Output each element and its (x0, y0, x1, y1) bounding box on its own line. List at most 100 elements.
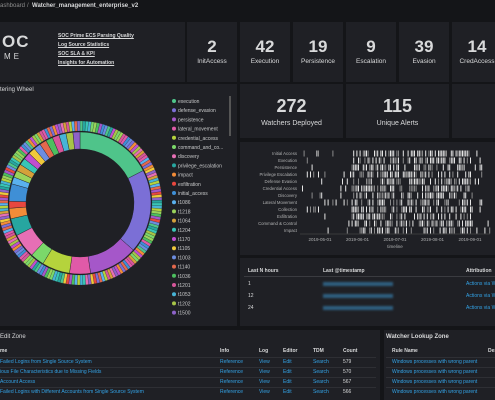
timeline-tick (410, 150, 412, 157)
timeline-tick (346, 227, 348, 234)
timeline-tick (394, 171, 396, 178)
timeline-tick (383, 178, 385, 185)
timeline-tick (409, 171, 411, 178)
blurred-timestamp (323, 306, 393, 310)
row-divider (386, 377, 495, 378)
timeline-tick (380, 220, 382, 227)
timeline-tick (436, 192, 438, 199)
table-link[interactable]: Reference (220, 379, 244, 385)
timeline-tick (366, 220, 367, 227)
timeline-tick (458, 199, 460, 206)
timeline-tick (428, 192, 430, 199)
timeline-tick (351, 164, 353, 171)
table-link[interactable]: Edit (283, 359, 292, 365)
table-link[interactable]: View (259, 379, 270, 385)
timeline-tick (433, 227, 435, 234)
timeline-tick (463, 178, 465, 185)
legend-swatch (172, 237, 176, 241)
timeline-tick (410, 178, 412, 185)
timeline-tick (396, 220, 398, 227)
timeline-tick (449, 171, 451, 178)
legend-label: exfiltration (178, 182, 201, 188)
timeline-tick (449, 192, 451, 199)
table-link[interactable]: Edit (283, 379, 292, 385)
timeline-tick (425, 185, 427, 192)
timeline-tick (404, 213, 406, 220)
table-link[interactable]: View (259, 359, 270, 365)
table-link[interactable]: Search (313, 359, 329, 365)
table-link[interactable]: Actions via W (466, 305, 495, 311)
timeline-tick (446, 150, 447, 157)
timeline-tick (425, 227, 427, 234)
timeline-row-label: Discovery (278, 193, 298, 198)
timeline-tick (385, 220, 387, 227)
logo-panel (0, 22, 185, 82)
timeline-tick (450, 185, 452, 192)
timeline-tick (431, 171, 433, 178)
timeline-tick (450, 192, 452, 199)
timeline-tick (474, 164, 476, 171)
table-link[interactable]: Reference (220, 369, 244, 375)
table-link[interactable]: Failed Logins with Different Accounts fr… (0, 389, 144, 395)
timeline-tick (362, 185, 364, 192)
table-link[interactable]: Windows processes with wrong parent (392, 369, 478, 375)
table-divider (244, 276, 495, 277)
legend-label: t1105 (178, 246, 190, 252)
nav-link[interactable]: SOC SLA & KPI (58, 51, 95, 57)
nav-link[interactable]: SOC Prime ECS Parsing Quality (58, 33, 134, 39)
nav-link[interactable]: Log Source Statistics (58, 42, 110, 48)
table-link[interactable]: Account Access (0, 379, 36, 385)
legend-label: credential_access (178, 136, 219, 142)
timeline-tick (417, 192, 419, 199)
table-link[interactable]: View (259, 389, 270, 395)
table-link[interactable]: Search (313, 369, 329, 375)
timeline-tick (449, 227, 451, 234)
timeline-tick (423, 220, 425, 227)
nav-link[interactable]: Insights for Automation (58, 60, 115, 66)
wheel-stripe (79, 274, 83, 286)
timeline-row-label: Command & Control (258, 221, 297, 226)
timeline-tick (362, 150, 364, 157)
table-link[interactable]: View (259, 369, 270, 375)
timeline-tick (404, 206, 406, 213)
edit-zone-panel (0, 330, 380, 400)
timeline-tick (455, 185, 457, 192)
panel-title: Edit Zone (0, 334, 26, 340)
table-link[interactable]: Reference (220, 389, 244, 395)
wheel-stripe (79, 120, 83, 132)
timeline-tick (415, 157, 417, 164)
legend-label: t1202 (178, 301, 191, 307)
timeline-tick (441, 171, 443, 178)
table-link[interactable]: Search (313, 379, 329, 385)
table-link[interactable]: Actions via W (466, 281, 495, 287)
legend-swatch (172, 292, 176, 297)
table-link[interactable]: Reference (220, 359, 244, 365)
timeline-tick (369, 227, 371, 234)
table-link[interactable]: Windows processes with wrong parent (392, 359, 478, 365)
table-link[interactable]: Windows processes with wrong parent (392, 379, 478, 385)
timeline-tick (366, 185, 367, 192)
timeline-tick (430, 178, 431, 185)
timeline-tick (460, 150, 462, 157)
table-link[interactable]: Actions via W (466, 293, 495, 299)
table-header: TDM (313, 348, 324, 354)
table-link[interactable]: Edit (283, 389, 292, 395)
panel-title: Watcher Lookup Zone (386, 334, 449, 340)
table-link[interactable]: Edit (283, 369, 292, 375)
timeline-tick (466, 227, 468, 234)
timeline-tick (431, 164, 433, 171)
timeline-tick (306, 157, 308, 164)
timeline-row-label: Privilege Escalation (260, 172, 298, 177)
timeline-tick (362, 164, 364, 171)
table-link[interactable]: Search (313, 389, 329, 395)
timeline-tick (450, 227, 452, 234)
timeline-tick (420, 220, 422, 227)
timeline-tick (420, 178, 422, 185)
timeline-tick (356, 220, 358, 227)
timeline-tick (385, 185, 387, 192)
timeline-tick (372, 206, 374, 213)
timeline-tick (390, 171, 391, 178)
table-link[interactable]: ious File Characteristics due to Missing… (0, 369, 102, 375)
table-link[interactable]: Windows processes with wrong parent (392, 389, 478, 395)
table-link[interactable]: Failed Logins from Single Source System (0, 359, 92, 365)
